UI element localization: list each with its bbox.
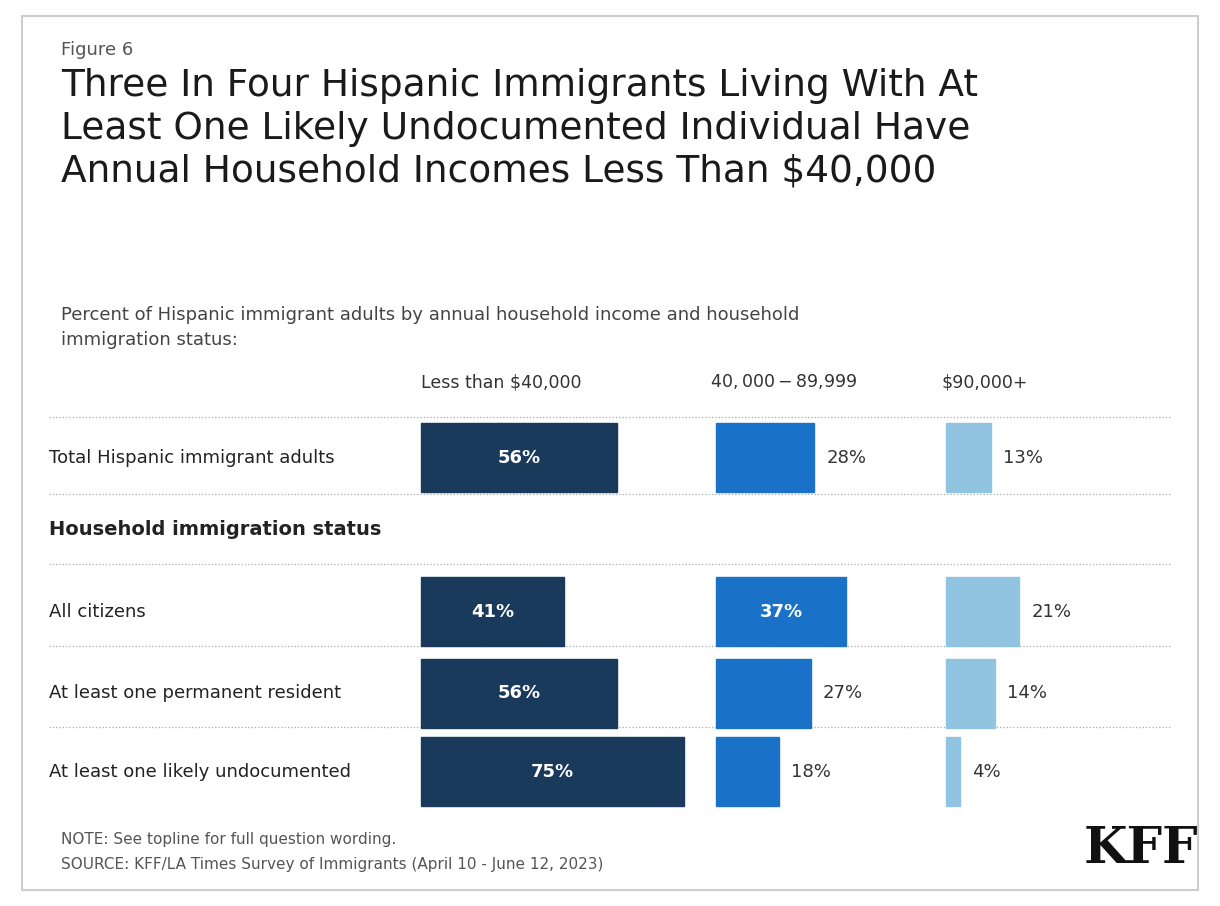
Bar — [716, 577, 845, 646]
Bar — [946, 577, 1019, 646]
Text: $90,000+: $90,000+ — [942, 373, 1028, 391]
Text: 28%: 28% — [826, 448, 866, 467]
Bar — [716, 423, 814, 492]
Bar — [421, 423, 617, 492]
Text: $40,000-$89,999: $40,000-$89,999 — [710, 372, 858, 391]
Bar — [716, 659, 810, 728]
Text: Household immigration status: Household immigration status — [49, 520, 381, 538]
Text: Total Hispanic immigrant adults: Total Hispanic immigrant adults — [49, 448, 334, 467]
Bar — [946, 659, 994, 728]
Text: All citizens: All citizens — [49, 602, 145, 621]
Text: 75%: 75% — [531, 763, 573, 781]
Text: 41%: 41% — [471, 602, 515, 621]
Text: 18%: 18% — [792, 763, 831, 781]
Text: Figure 6: Figure 6 — [61, 41, 133, 59]
Text: 14%: 14% — [1006, 684, 1047, 702]
Bar — [716, 737, 780, 806]
Bar — [421, 577, 565, 646]
Text: SOURCE: KFF/LA Times Survey of Immigrants (April 10 - June 12, 2023): SOURCE: KFF/LA Times Survey of Immigrant… — [61, 857, 604, 872]
Text: KFF: KFF — [1083, 825, 1198, 874]
Text: 56%: 56% — [498, 684, 540, 702]
Text: At least one likely undocumented: At least one likely undocumented — [49, 763, 351, 781]
Text: Three In Four Hispanic Immigrants Living With At
Least One Likely Undocumented I: Three In Four Hispanic Immigrants Living… — [61, 68, 978, 190]
Text: 4%: 4% — [971, 763, 1000, 781]
Bar — [421, 659, 617, 728]
Bar — [421, 737, 683, 806]
Text: NOTE: See topline for full question wording.: NOTE: See topline for full question word… — [61, 832, 396, 847]
Text: Percent of Hispanic immigrant adults by annual household income and household
im: Percent of Hispanic immigrant adults by … — [61, 306, 799, 349]
Text: 27%: 27% — [822, 684, 863, 702]
Bar — [946, 423, 991, 492]
Text: 37%: 37% — [759, 602, 803, 621]
Text: 13%: 13% — [1003, 448, 1043, 467]
Text: 56%: 56% — [498, 448, 540, 467]
Text: 21%: 21% — [1031, 602, 1071, 621]
Bar — [946, 737, 959, 806]
Text: Less than $40,000: Less than $40,000 — [421, 373, 582, 391]
Text: At least one permanent resident: At least one permanent resident — [49, 684, 340, 702]
